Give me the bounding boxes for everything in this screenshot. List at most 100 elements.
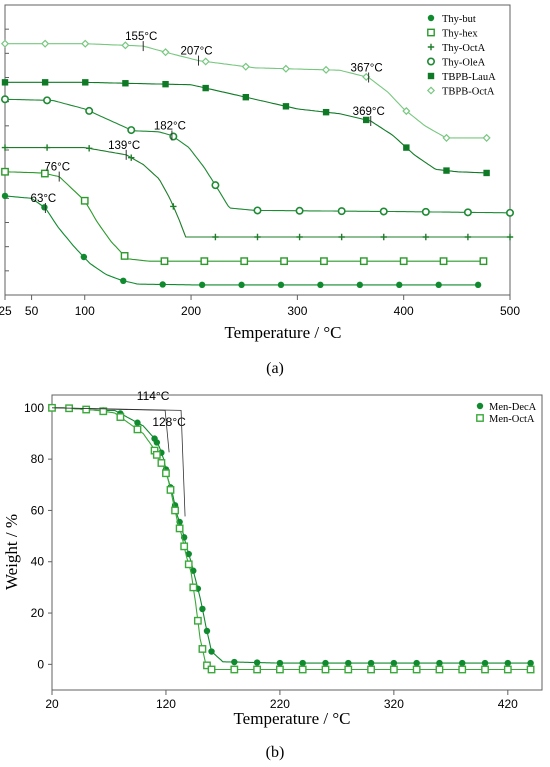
- panel-b-data-point: [435, 665, 444, 674]
- panel-a-data-point: [121, 41, 130, 50]
- panel-a-data-point: [356, 281, 364, 289]
- panel-b-x-tick-label: 120: [156, 697, 176, 711]
- panel-a-onset-label: 63°C: [31, 193, 57, 205]
- panel-b-data-point: [345, 659, 352, 667]
- panel-b-data-point: [208, 648, 215, 655]
- panel-b-data-point: [185, 550, 192, 558]
- panel-a-data-point: [479, 257, 488, 266]
- panel-b-data-point: [436, 659, 443, 667]
- panel-a-data-point: [41, 79, 49, 86]
- panel-a-legend-marker: [427, 28, 435, 37]
- panel-b-data-point: [299, 659, 306, 667]
- panel-b-data-point: [321, 665, 330, 674]
- panel-b-y-label: Weight / %: [2, 514, 21, 590]
- panel-b-data-point: [276, 665, 284, 674]
- panel-b-legend-marker: [476, 414, 484, 422]
- panel-b-data-point: [116, 413, 125, 421]
- panel-a-series-line: [5, 43, 486, 139]
- panel-a-series-line: [5, 171, 484, 262]
- panel-b-legend-label: Men-OctA: [489, 414, 535, 425]
- panel-a-data-point: [120, 277, 127, 285]
- panel-a-legend-label: Thy-OctA: [442, 43, 486, 54]
- panel-b-data-point: [231, 658, 238, 666]
- panel-b-data-point: [193, 616, 202, 625]
- panel-a-data-point: [506, 233, 514, 241]
- panel-a-data-point: [282, 103, 290, 110]
- panel-a-x-tick-label: 500: [500, 304, 520, 318]
- panel-a-data-point: [201, 57, 210, 66]
- panel-b-data-point: [298, 665, 307, 674]
- panel-a-data-point: [296, 233, 303, 241]
- panel-b-data-point: [207, 665, 216, 674]
- panel-a-data-point: [253, 206, 262, 215]
- panel-a-data-point: [1, 144, 9, 151]
- panel-a-data-point: [0, 39, 10, 48]
- panel-b-data-point: [526, 665, 535, 674]
- panel-b-plot-frame: [51, 394, 543, 691]
- panel-b-data-point: [458, 665, 467, 674]
- panel-a-data-point: [240, 257, 249, 266]
- panel-b-data-point: [527, 659, 534, 667]
- panel-a-data-point: [421, 207, 430, 216]
- panel-b-data-point: [166, 486, 175, 494]
- panel-b-data-point: [344, 665, 353, 674]
- panel-a-legend: Thy-but Thy-hex Thy-OctA Thy-OleA TBPB-LauA T…: [426, 14, 496, 98]
- panel-a-data-point: [439, 257, 448, 266]
- panel-b-data-point: [134, 419, 141, 426]
- panel-a-data-point: [169, 132, 178, 141]
- panel-a-data-point: [161, 48, 170, 57]
- panel-b-data-point: [481, 659, 489, 667]
- panel-b-y-tick-label: 100: [24, 401, 44, 415]
- panel-a-data-point: [317, 281, 324, 289]
- panel-b-data-point: [412, 665, 421, 674]
- panel-a-data-point: [238, 281, 245, 289]
- panel-b-data-point: [390, 659, 398, 667]
- panel-a-onset-label: 76°C: [44, 162, 70, 174]
- panel-a-data-point: [200, 257, 209, 266]
- panel-b-data-point: [203, 627, 211, 635]
- panel-b-data-point: [162, 469, 170, 478]
- panel-a-data-point: [363, 116, 370, 124]
- panel-b-data-point: [157, 459, 166, 467]
- panel-a-data-point: [277, 281, 285, 289]
- panel-b-onset-label: 114°C: [137, 389, 170, 403]
- panel-a-data-point: [464, 233, 472, 241]
- panel-a-data-point: [198, 281, 206, 289]
- panel-a-data-point: [122, 80, 129, 87]
- panel-b: 20 120 220 320 420 0 20 40 60 80 100 114°C 128°C M…: [2, 389, 543, 761]
- panel-a-data-point: [338, 233, 345, 241]
- panel-b-data-point: [180, 542, 189, 551]
- panel-a-legend-label: TBPB-LauA: [442, 72, 496, 83]
- panel-b-caption: (b): [266, 744, 285, 761]
- panel-b-y-tick-label: 80: [31, 452, 45, 466]
- panel-b-series: 114°C 128°C: [48, 389, 535, 674]
- panel-a-data-point: [85, 145, 93, 152]
- panel-a-legend-label: Thy-but: [442, 14, 476, 25]
- panel-a-data-point: [1, 167, 9, 176]
- panel-a-x-tick-label: 300: [287, 304, 307, 318]
- panel-a-data-point: [211, 181, 220, 190]
- panel-b-data-point: [203, 661, 211, 670]
- panel-a-data-point: [483, 169, 490, 177]
- panel-a-data-point: [43, 96, 52, 105]
- panel-a-data-point: [402, 106, 411, 116]
- panel-a-data-point: [162, 80, 169, 88]
- panel-b-data-point: [198, 645, 207, 653]
- panel-a-data-point: [281, 64, 290, 73]
- panel-a-x-tick-label: 200: [181, 304, 201, 318]
- panel-a-data-point: [359, 257, 368, 266]
- panel-a-data-point: [322, 65, 331, 74]
- panel-a-data-point: [320, 257, 328, 266]
- panel-a-data-point: [379, 207, 388, 216]
- panel-a-data-point: [43, 144, 51, 151]
- panel-a-data-point: [82, 79, 89, 86]
- panel-a-data-point: [1, 192, 9, 200]
- panel-a-data-point: [399, 257, 408, 266]
- panel-a-onset-label: 207°C: [180, 46, 212, 58]
- panel-b-data-point: [322, 659, 329, 667]
- panel-b-legend-label: Men-DecA: [489, 402, 537, 413]
- panel-a-data-point: [380, 233, 387, 241]
- panel-a-legend-marker: [427, 14, 435, 22]
- panel-b-data-point: [190, 567, 197, 574]
